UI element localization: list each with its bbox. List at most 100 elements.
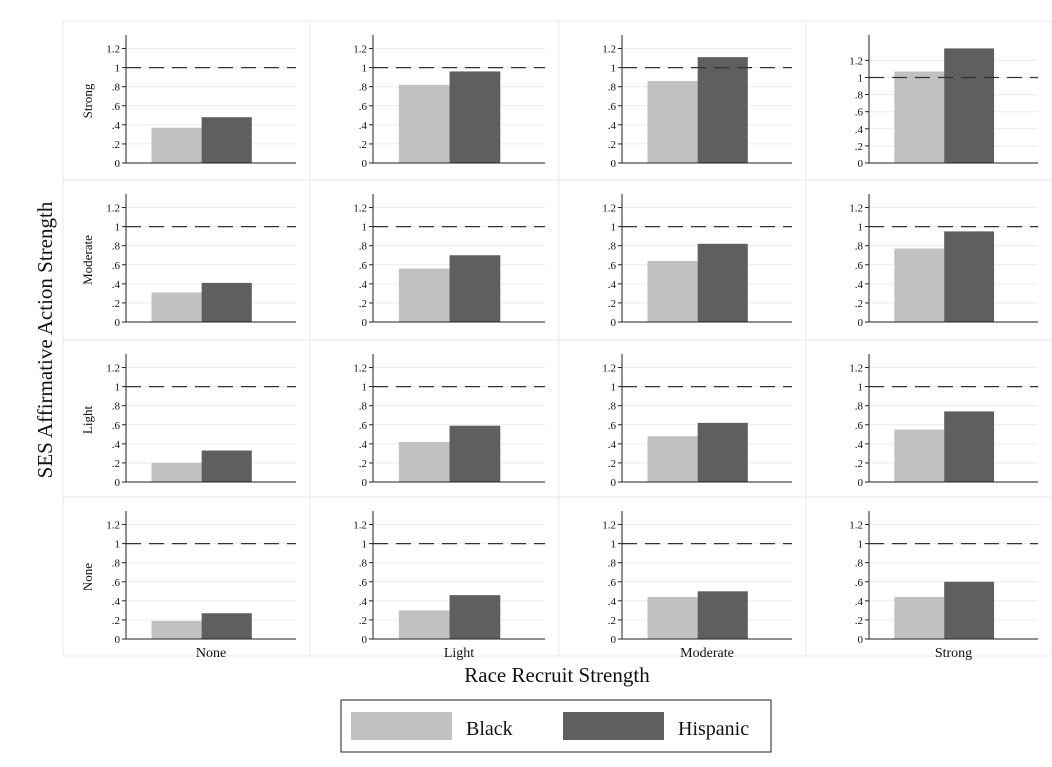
- y-tick-label: 1.2: [106, 520, 120, 532]
- bar-hispanic: [449, 71, 501, 163]
- bar-hispanic: [201, 613, 252, 639]
- bar-hispanic: [697, 591, 748, 639]
- y-tick-label: .4: [112, 279, 121, 291]
- y-tick-label: .4: [112, 439, 121, 451]
- y-tick-label: 0: [611, 634, 617, 646]
- bar-black: [151, 620, 202, 639]
- y-tick-label: 0: [611, 477, 617, 489]
- y-tick-label: .8: [359, 82, 368, 94]
- y-tick-label: .8: [112, 82, 121, 94]
- y-tick-label: 1.2: [849, 203, 863, 215]
- y-tick-label: 1: [362, 222, 368, 234]
- bar-black: [398, 84, 450, 163]
- panel-moderate-strong: 0 .2 .4 .6 .8 1 1.2: [849, 194, 1038, 329]
- y-tick-label: .4: [112, 596, 121, 608]
- y-tick-label: .2: [855, 615, 863, 627]
- y-tick-label: 1.2: [849, 55, 863, 67]
- y-tick-label: 0: [115, 477, 121, 489]
- y-tick-label: 1: [115, 539, 121, 551]
- panel-strong-strong: 0 .2 .4 .6 .8 1 1.2: [849, 35, 1038, 170]
- column-label: Moderate: [680, 646, 734, 661]
- panel-moderate-none: 0 .2 .4 .6 .8 1 1.2 Moderate: [80, 194, 296, 329]
- y-tick-label: .4: [855, 279, 864, 291]
- row-label: Light: [80, 406, 95, 435]
- y-tick-label: .8: [359, 558, 368, 570]
- y-tick-label: .6: [112, 101, 121, 113]
- y-tick-label: .2: [112, 458, 120, 470]
- bar-hispanic: [201, 450, 252, 482]
- y-tick-label: .6: [112, 577, 121, 589]
- y-tick-label: .8: [112, 558, 121, 570]
- y-tick-label: 1: [611, 63, 617, 75]
- y-tick-label: .4: [359, 279, 368, 291]
- y-axis-title: SES Affirmative Action Strength: [33, 201, 57, 478]
- legend-swatch-black: [351, 712, 452, 740]
- panel-none-moderate: 0 .2 .4 .6 .8 1 1.2 Moderate: [602, 511, 792, 661]
- y-tick-label: .6: [359, 101, 368, 113]
- bar-black: [894, 248, 945, 322]
- bar-hispanic: [697, 57, 748, 163]
- y-tick-label: .4: [608, 439, 617, 451]
- panels: 0.2.4.6.811.2Strong0.2.4.6.811.20.2.4.6.…: [80, 35, 1038, 661]
- y-tick-label: .4: [359, 120, 368, 132]
- y-tick-label: 0: [362, 158, 368, 170]
- row-label: Strong: [80, 83, 95, 118]
- legend-label-black: Black: [466, 718, 513, 740]
- y-tick-label: 1.2: [106, 203, 120, 215]
- y-tick-label: .8: [608, 558, 617, 570]
- y-tick-label: .2: [855, 141, 863, 153]
- y-tick-label: 1: [115, 63, 121, 75]
- y-tick-label: 1.2: [353, 363, 367, 375]
- y-tick-label: .2: [608, 615, 616, 627]
- bar-black: [894, 597, 945, 639]
- y-tick-label: 0: [611, 158, 617, 170]
- y-tick-label: .8: [359, 241, 368, 253]
- y-tick-label: .6: [608, 260, 617, 272]
- y-tick-label: .8: [608, 82, 617, 94]
- y-tick-label: 0: [115, 158, 121, 170]
- y-tick-label: .2: [359, 298, 367, 310]
- y-tick-label: .6: [855, 260, 864, 272]
- y-tick-label: .6: [855, 420, 864, 432]
- y-tick-label: 1: [611, 382, 617, 394]
- bar-hispanic: [201, 282, 252, 322]
- y-tick-label: .2: [608, 298, 616, 310]
- y-tick-label: 0: [362, 317, 368, 329]
- y-tick-label: 1.2: [353, 203, 367, 215]
- y-tick-label: .6: [359, 577, 368, 589]
- y-tick-label: 1: [611, 222, 617, 234]
- legend-swatch-hispanic: [563, 712, 664, 740]
- y-tick-label: 0: [115, 634, 121, 646]
- column-label: None: [196, 646, 226, 661]
- bar-black: [894, 429, 945, 482]
- bar-hispanic: [944, 581, 995, 639]
- legend-label-hispanic: Hispanic: [678, 718, 749, 740]
- panel-strong-none: 0 .2 .4 .6 .8 1 1.2 Strong: [80, 35, 296, 170]
- y-tick-label: .8: [855, 401, 864, 413]
- bar-hispanic: [449, 425, 501, 482]
- y-tick-label: .8: [855, 558, 864, 570]
- y-tick-label: .4: [608, 596, 617, 608]
- y-tick-label: 1: [362, 382, 368, 394]
- y-tick-label: .2: [112, 298, 120, 310]
- panel-strong-moderate: 0 .2 .4 .6 .8 1 1.2: [602, 35, 792, 170]
- y-tick-label: .6: [112, 420, 121, 432]
- bar-hispanic: [697, 243, 748, 322]
- bar-hispanic: [944, 411, 995, 482]
- bar-black: [647, 80, 698, 163]
- y-tick-label: .2: [855, 458, 863, 470]
- y-tick-label: 0: [858, 158, 864, 170]
- bar-black: [151, 462, 202, 482]
- y-tick-label: .6: [608, 577, 617, 589]
- x-axis-title: Race Recruit Strength: [464, 663, 650, 687]
- y-tick-label: .2: [608, 139, 616, 151]
- y-tick-label: .2: [112, 139, 120, 151]
- y-tick-label: 1.2: [106, 44, 120, 56]
- column-label: Strong: [935, 646, 972, 661]
- y-tick-label: 0: [362, 634, 368, 646]
- bar-hispanic: [449, 595, 501, 639]
- y-tick-label: .2: [359, 139, 367, 151]
- y-tick-label: .8: [608, 401, 617, 413]
- y-tick-label: 1.2: [353, 520, 367, 532]
- bar-hispanic: [697, 422, 748, 482]
